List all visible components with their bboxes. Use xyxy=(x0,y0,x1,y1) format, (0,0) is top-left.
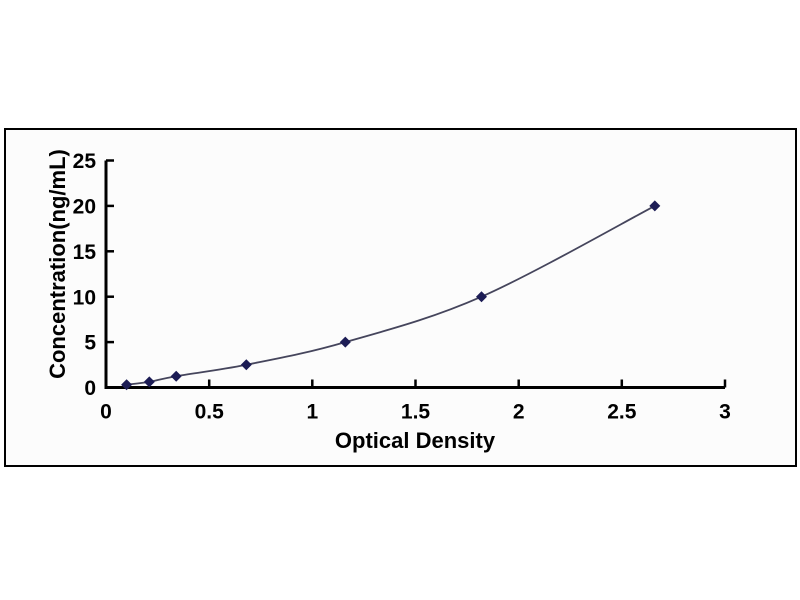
data-point-marker xyxy=(476,291,487,303)
chart-border-box xyxy=(4,128,797,467)
x-tick-label: 2.5 xyxy=(607,401,637,424)
data-point-marker xyxy=(339,336,351,348)
x-axis-title: Optical Density xyxy=(334,428,496,453)
data-point-marker xyxy=(240,359,252,371)
data-point-marker xyxy=(121,379,133,391)
x-tick-label: 0.5 xyxy=(195,401,225,424)
y-tick-label: 5 xyxy=(84,332,96,355)
y-tick-label: 0 xyxy=(84,377,96,400)
data-point-marker xyxy=(649,200,661,212)
x-tick-label: 0 xyxy=(100,401,112,424)
x-tick-label: 1.5 xyxy=(401,401,431,424)
x-tick-label: 2 xyxy=(513,401,525,424)
y-tick-label: 20 xyxy=(73,195,96,218)
data-point-marker xyxy=(170,370,182,382)
x-tick-label: 1 xyxy=(306,401,318,424)
y-tick-label: 15 xyxy=(73,241,97,264)
axis-lines xyxy=(104,160,725,389)
x-tick-label: 3 xyxy=(719,401,731,424)
data-point-marker xyxy=(143,376,155,388)
y-tick-label: 10 xyxy=(73,286,96,309)
standard-curve-line xyxy=(126,205,656,386)
y-tick-label: 25 xyxy=(73,150,97,173)
